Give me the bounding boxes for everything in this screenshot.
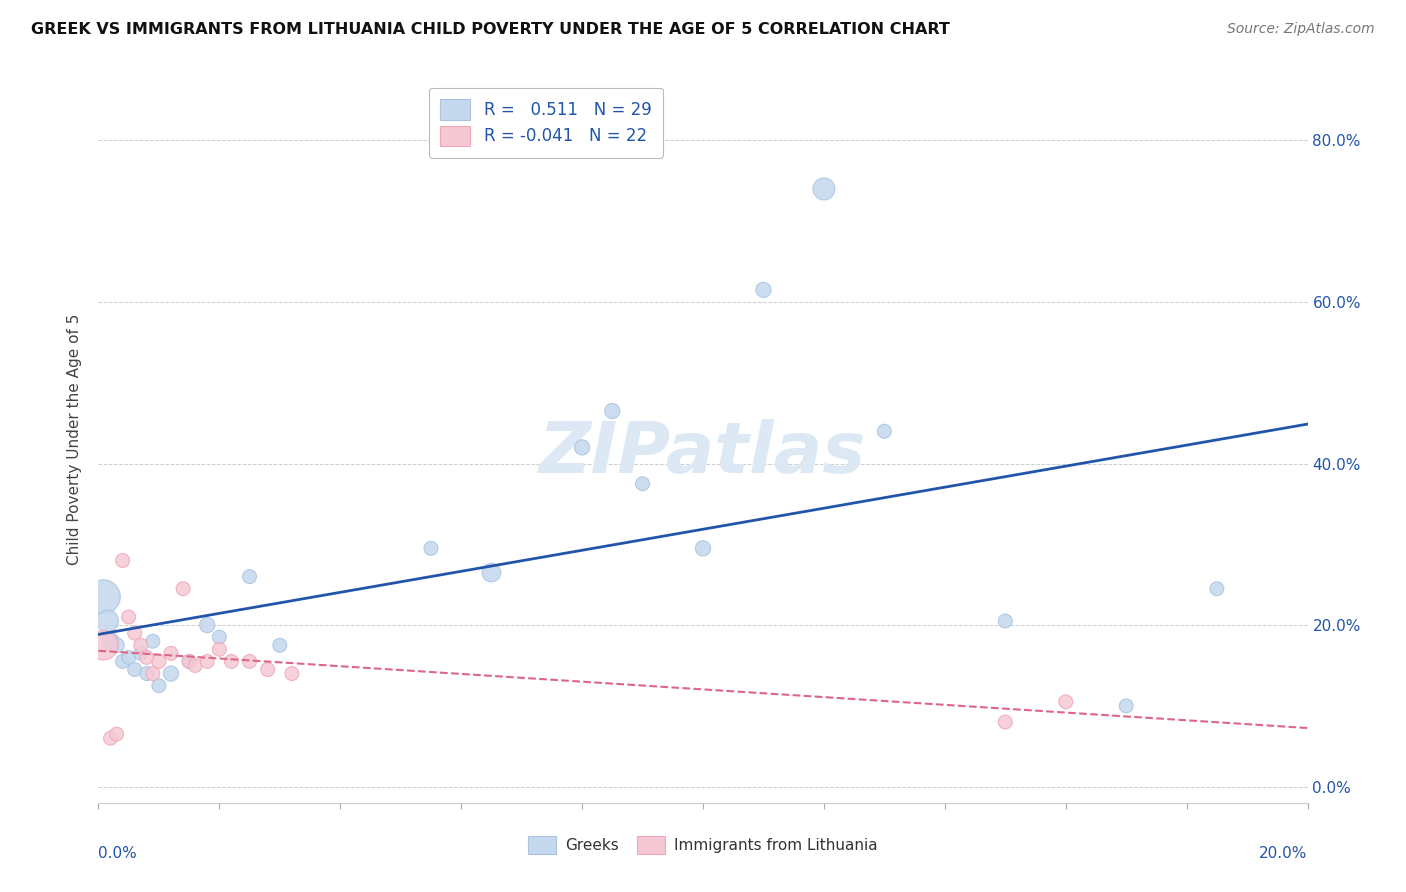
Text: Source: ZipAtlas.com: Source: ZipAtlas.com <box>1227 22 1375 37</box>
Point <box>269 638 291 652</box>
Point <box>571 441 593 455</box>
Text: GREEK VS IMMIGRANTS FROM LITHUANIA CHILD POVERTY UNDER THE AGE OF 5 CORRELATION : GREEK VS IMMIGRANTS FROM LITHUANIA CHILD… <box>31 22 950 37</box>
Point <box>195 655 218 669</box>
Point <box>994 614 1017 628</box>
Point <box>1054 695 1077 709</box>
Point <box>135 650 157 665</box>
Point <box>124 626 146 640</box>
Point <box>96 614 118 628</box>
Point <box>631 476 654 491</box>
Point <box>135 666 157 681</box>
Point <box>873 424 896 438</box>
Point <box>129 638 152 652</box>
Point <box>813 182 835 196</box>
Point <box>160 646 183 660</box>
Point <box>142 666 165 681</box>
Point <box>602 404 624 418</box>
Point <box>111 655 134 669</box>
Point <box>105 727 128 741</box>
Point <box>129 646 152 660</box>
Point <box>994 714 1017 729</box>
Point <box>281 666 304 681</box>
Point <box>221 655 243 669</box>
Point <box>195 618 218 632</box>
Point <box>160 666 183 681</box>
Text: ZIPatlas: ZIPatlas <box>540 419 866 488</box>
Y-axis label: Child Poverty Under the Age of 5: Child Poverty Under the Age of 5 <box>67 314 83 565</box>
Point <box>752 283 775 297</box>
Point <box>91 638 114 652</box>
Point <box>1206 582 1229 596</box>
Point <box>118 610 141 624</box>
Legend: Greeks, Immigrants from Lithuania: Greeks, Immigrants from Lithuania <box>523 830 883 861</box>
Point <box>208 642 231 657</box>
Text: 20.0%: 20.0% <box>1260 847 1308 862</box>
Point <box>256 663 278 677</box>
Point <box>692 541 714 556</box>
Point <box>179 655 201 669</box>
Point <box>172 582 194 596</box>
Point <box>184 658 207 673</box>
Point <box>118 650 141 665</box>
Point <box>105 638 128 652</box>
Point <box>239 655 262 669</box>
Point <box>148 679 170 693</box>
Point <box>100 634 122 648</box>
Point <box>111 553 134 567</box>
Point <box>142 634 165 648</box>
Point <box>481 566 503 580</box>
Point <box>1115 698 1137 713</box>
Point <box>420 541 443 556</box>
Point <box>91 590 114 604</box>
Point <box>239 569 262 583</box>
Point <box>148 655 170 669</box>
Text: 0.0%: 0.0% <box>98 847 138 862</box>
Point <box>208 630 231 644</box>
Point <box>124 663 146 677</box>
Point <box>179 655 201 669</box>
Point <box>100 731 122 746</box>
